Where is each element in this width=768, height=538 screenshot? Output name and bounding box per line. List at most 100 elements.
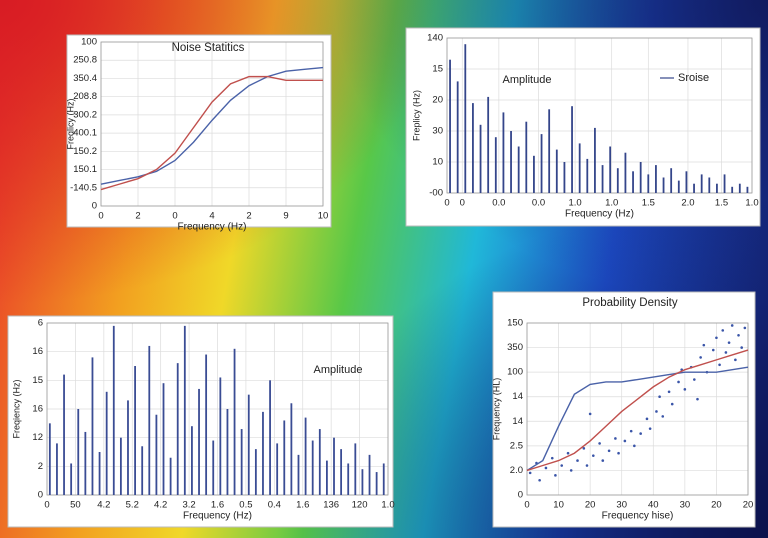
bar <box>368 454 371 495</box>
plot-frame <box>526 322 749 496</box>
x-tick-label: 0 <box>98 211 103 222</box>
bar <box>517 146 520 193</box>
y-tick-label: 14 <box>512 391 523 402</box>
bar <box>290 403 293 495</box>
bar <box>254 449 257 495</box>
bar <box>533 155 535 193</box>
x-tick-label: 0 <box>172 211 177 222</box>
scatter-point <box>677 380 680 384</box>
bar <box>662 177 665 193</box>
bar <box>510 131 512 193</box>
y-tick-label: 15 <box>432 64 443 75</box>
scatter-point <box>614 437 617 440</box>
chart-panel: 0 -140.5 150.1 150.2 400.1 300.2 208.8 350.4 250… <box>65 34 332 233</box>
scatter-point <box>645 417 649 421</box>
line-series <box>526 366 749 472</box>
bar <box>361 469 364 495</box>
scatter-point <box>727 341 731 344</box>
bar <box>723 174 726 193</box>
y-tick-label: 2 <box>38 461 43 472</box>
y-tick-label: 30 <box>432 126 443 137</box>
bar <box>548 109 551 193</box>
scatter-point <box>607 449 611 453</box>
x-tick-label: 0 <box>524 500 529 511</box>
x-tick-label: 1.5 <box>715 198 728 209</box>
bar <box>502 112 505 193</box>
y-tick-label: 350 <box>507 342 523 353</box>
scatter-point <box>550 456 554 460</box>
bar <box>375 472 378 495</box>
bar <box>326 460 328 495</box>
x-axis-label: Frequency hise) <box>602 511 674 522</box>
bar <box>601 165 604 193</box>
y-axis-label: Freqiency (Hz) <box>11 379 21 438</box>
y-tick-label: 0 <box>92 201 97 212</box>
scatter-point <box>693 378 696 381</box>
scatter-point <box>718 363 721 367</box>
x-tick-label: 30 <box>616 500 627 511</box>
bar <box>297 454 300 495</box>
bar <box>639 162 642 193</box>
chart-panel: -00 10 30 20 15 140 0 0 0.0 0.0 1.0 1.0 1.5 2.0 1.5 1.0… <box>405 27 761 227</box>
scatter-point <box>576 459 579 462</box>
y-tick-label: 0 <box>518 490 523 501</box>
y-tick-label: 2.0 <box>510 465 523 476</box>
y-tick-label: 10 <box>432 157 443 168</box>
bar <box>91 357 94 495</box>
bar <box>555 149 558 193</box>
y-tick-label: 150.1 <box>73 164 97 175</box>
scatter-point <box>696 397 699 401</box>
y-tick-label: 300.2 <box>73 109 97 120</box>
bar <box>632 171 634 193</box>
bar <box>98 452 101 495</box>
bar <box>48 423 51 495</box>
scatter-point <box>598 442 601 445</box>
bar <box>340 449 343 495</box>
x-tick-label: 0.0 <box>532 198 545 209</box>
y-tick-label: 20 <box>432 95 443 106</box>
scatter-point <box>721 329 725 332</box>
bar <box>464 44 467 194</box>
bar <box>578 143 581 193</box>
bar <box>609 146 612 193</box>
bar <box>304 417 307 495</box>
x-axis-label: Frequency (Hz) <box>183 511 252 522</box>
y-tick-label: 250.8 <box>73 55 97 66</box>
bar <box>77 409 80 495</box>
bar <box>382 463 385 495</box>
bar <box>262 411 264 495</box>
x-tick-label: 0 <box>460 198 465 209</box>
x-tick-label: 1.0 <box>605 198 618 209</box>
bar <box>127 400 129 495</box>
y-tick-label: 2.5 <box>510 440 523 451</box>
scatter-point <box>585 464 589 467</box>
y-axis-label: Freplicy (Hz) <box>411 90 421 141</box>
y-tick-label: -140.5 <box>70 182 97 193</box>
x-tick-label: 5.2 <box>126 500 139 511</box>
scatter-point <box>740 346 743 349</box>
bar <box>311 440 314 495</box>
y-tick-label: 100 <box>81 37 97 48</box>
scatter-point <box>592 454 595 457</box>
y-tick-label: 0 <box>38 490 43 501</box>
x-tick-label: 10 <box>553 500 564 511</box>
scatter-point <box>737 333 740 337</box>
plot-frame <box>100 41 324 207</box>
bar <box>191 426 193 495</box>
chart-panel: 0 2 12 16 15 16 6 0 50 4.2 5.2 4.2 3.2 1.6 0.5 0.4 1.6 13… <box>7 315 395 528</box>
x-tick-label: 2 <box>246 211 251 222</box>
bar <box>155 414 158 495</box>
y-tick-label: 14 <box>512 416 523 427</box>
chart-title: Noise Statitics <box>172 42 245 54</box>
x-axis-label: Frequency (Hz) <box>178 222 247 233</box>
bar <box>198 388 200 495</box>
bar <box>169 457 172 495</box>
x-tick-label: 2.0 <box>681 198 694 209</box>
bar <box>226 409 229 495</box>
plot-frame <box>46 322 389 496</box>
y-tick-label: 400.1 <box>73 128 97 139</box>
bar <box>63 374 65 495</box>
bar <box>494 137 497 193</box>
x-tick-label: 1.6 <box>296 500 309 511</box>
